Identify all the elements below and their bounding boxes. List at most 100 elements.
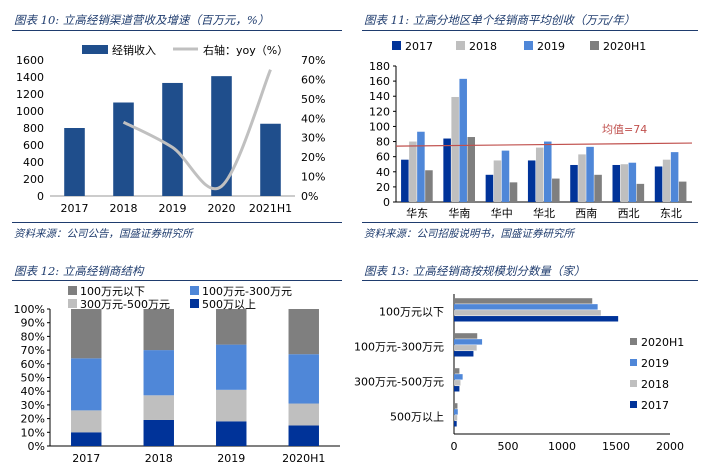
bar <box>467 137 475 202</box>
bar <box>594 174 602 202</box>
y2-tick-label: 30% <box>301 132 325 145</box>
bar <box>443 138 451 202</box>
chart11-source: 资料来源：公司招股说明书，国盛证券研究所 <box>364 228 574 240</box>
legend-swatch <box>630 338 637 345</box>
bar <box>493 160 502 202</box>
chart12-title-rule <box>12 280 342 281</box>
y-tick-label: 30% <box>21 399 45 412</box>
legend-label: 100万元以下 <box>80 285 145 298</box>
y-tick-label: 20 <box>376 181 390 194</box>
y-tick-label: 60% <box>21 358 45 371</box>
bar <box>454 409 458 415</box>
y-tick-label: 90% <box>21 317 45 330</box>
y-tick-label: 70% <box>21 344 45 357</box>
bar <box>454 304 598 310</box>
bar <box>459 78 467 202</box>
legend-label: 2019 <box>641 357 669 370</box>
y-tick-label: 1600 <box>16 54 44 67</box>
x-tick-label: 2020H1 <box>282 452 325 463</box>
chart10-source-rule <box>12 222 342 223</box>
stacked-bar-segment <box>71 410 102 433</box>
bar <box>454 351 474 357</box>
stacked-bar-segment <box>71 309 102 359</box>
bar <box>552 178 560 202</box>
y2-tick-label: 20% <box>301 151 325 164</box>
bar <box>401 159 409 202</box>
bar <box>509 182 518 202</box>
y-tick-label: 60 <box>376 151 390 164</box>
bar <box>454 345 477 351</box>
bar <box>662 159 671 202</box>
legend-label: 2018 <box>469 40 497 53</box>
bar <box>211 76 232 196</box>
x-tick-label: 西南 <box>575 207 597 220</box>
bar <box>417 131 425 202</box>
y-tick-label: 20% <box>21 413 45 426</box>
legend-label: 300万元-500万元 <box>80 298 170 311</box>
chart10-title-rule <box>12 30 342 31</box>
x-tick-label: 东北 <box>660 207 682 220</box>
x-tick-label: 2020 <box>208 202 236 215</box>
chart11-title: 图表 11: 立高分地区单个经销商平均创收（万元/年） <box>364 13 636 27</box>
stacked-bar-segment <box>143 309 174 351</box>
x-tick-label: 华中 <box>491 206 513 220</box>
stacked-bar-segment <box>143 395 174 420</box>
x-tick-label: 0 <box>451 440 458 453</box>
bar <box>670 152 679 202</box>
x-tick-label: 2000 <box>656 440 684 453</box>
legend-label: 500万以上 <box>202 298 256 311</box>
bar <box>654 166 663 202</box>
y-tick-label: 500万以上 <box>390 411 444 424</box>
x-tick-label: 2018 <box>110 202 138 215</box>
bar <box>454 386 460 392</box>
y2-tick-label: 10% <box>301 171 325 184</box>
chart11-title-rule <box>362 30 698 31</box>
y-tick-label: 140 <box>369 90 390 103</box>
y2-tick-label: 50% <box>301 93 325 106</box>
x-tick-label: 2018 <box>145 452 173 463</box>
y-tick-label: 0 <box>383 196 390 209</box>
bar <box>636 183 645 202</box>
bar <box>454 374 463 380</box>
mean-label: 均值=74 <box>602 123 647 136</box>
bar <box>454 415 458 421</box>
bar <box>535 147 544 202</box>
y2-tick-label: 60% <box>301 73 325 86</box>
y-tick-label: 80 <box>376 136 390 149</box>
legend-swatch <box>190 299 199 308</box>
legend-label: 经销收入 <box>112 43 156 57</box>
bar <box>451 96 459 202</box>
x-tick-label: 2019 <box>217 452 245 463</box>
y-tick-label: 200 <box>23 173 44 186</box>
x-tick-label: 1500 <box>602 440 630 453</box>
mean-line <box>395 142 693 147</box>
y-tick-label: 160 <box>369 75 390 88</box>
x-tick-label: 2017 <box>72 452 100 463</box>
legend-label: 2020H1 <box>641 336 684 349</box>
chart11-svg: 0 20 40 60 80 100 120 140 160 180 华东 华南 华中 华北 西南 西北 东北 均值… <box>369 40 693 220</box>
stacked-bar-segment <box>216 309 247 345</box>
stacked-bar-segment <box>71 358 102 411</box>
y2-tick-label: 0% <box>301 190 318 203</box>
y-tick-label: 0 <box>37 190 44 203</box>
stacked-bar-segment <box>288 354 319 404</box>
bar <box>586 146 594 202</box>
y-tick-label: 80% <box>21 330 45 343</box>
bar <box>485 174 494 202</box>
chart10-source: 资料来源：公司公告，国盛证券研究所 <box>14 228 193 240</box>
x-tick-label: 2021H1 <box>249 202 292 215</box>
bar <box>454 298 593 304</box>
bar <box>425 170 433 202</box>
y2-tick-label: 40% <box>301 112 325 125</box>
chart13-title: 图表 13: 立高经销商按规模划分数量（家） <box>364 264 586 278</box>
legend-swatch <box>82 45 108 54</box>
bar <box>570 164 578 202</box>
yoy-line <box>122 69 272 191</box>
legend-label: 2020H1 <box>603 40 646 53</box>
y-tick-label: 1000 <box>16 105 44 118</box>
stacked-bar-segment <box>71 432 102 446</box>
stacked-bar-segment <box>288 425 319 446</box>
y-tick-label: 1400 <box>16 71 44 84</box>
bar <box>454 316 619 322</box>
chart12-title: 图表 12: 立高经销商结构 <box>14 264 144 278</box>
